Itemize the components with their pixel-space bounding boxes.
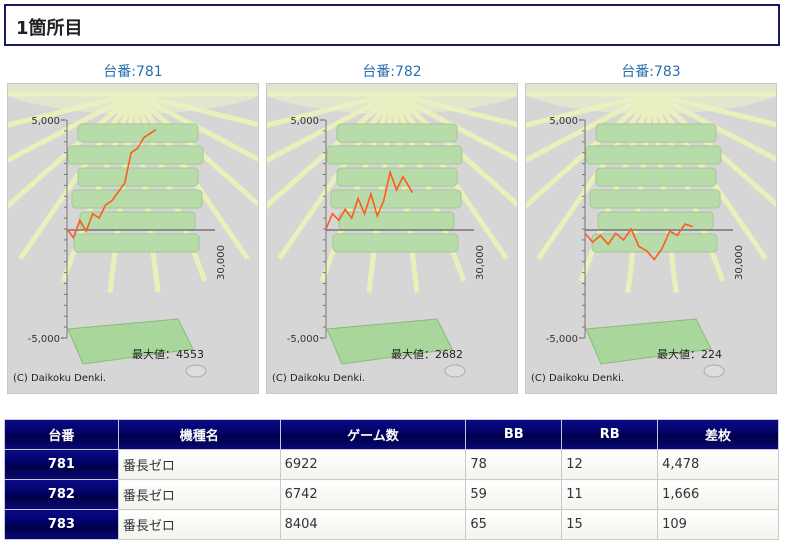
bb-cell: 78: [465, 449, 563, 480]
copyright: (C) Daikoku Denki.: [531, 373, 624, 384]
tray-art: [326, 318, 453, 365]
series-line: [584, 223, 694, 261]
y-tick-bottom: -5,000: [546, 334, 578, 345]
graph-background-art: [526, 84, 776, 378]
y-tick-top: 5,000: [549, 116, 578, 127]
y-tick-bottom: -5,000: [28, 334, 60, 345]
table-header-row: 台番 機種名 ゲーム数 BB RB 差枚: [4, 419, 779, 450]
header-bb: BB: [465, 419, 563, 450]
graph-label-782[interactable]: 台番:782: [362, 64, 422, 80]
machine-number-cell[interactable]: 782: [4, 479, 119, 510]
machine-number-cell[interactable]: 783: [4, 509, 119, 540]
y-tick-top: 5,000: [290, 116, 319, 127]
basket-art: [585, 123, 722, 253]
basket-art: [67, 123, 204, 253]
graph-783-svg: 5,000 -5,000 30,000 最大値：224 (C) Daikoku …: [526, 84, 776, 384]
game-count-cell: 6742: [279, 479, 467, 510]
header-model-name: 機種名: [117, 419, 281, 450]
rb-cell: 11: [561, 479, 659, 510]
series-line: [66, 129, 157, 240]
bb-cell: 65: [465, 509, 563, 540]
section-header: 1箇所目: [4, 4, 780, 46]
graph-label-783[interactable]: 台番:783: [621, 64, 681, 80]
bb-cell: 59: [465, 479, 563, 510]
header-difference: 差枚: [657, 419, 779, 450]
machine-number-cell[interactable]: 781: [4, 449, 119, 480]
graph-781-svg: 5,000 -5,000 30,000 最大値：4553 (C) Daikoku…: [8, 84, 258, 384]
header-machine-number: 台番: [4, 419, 119, 450]
rb-cell: 15: [561, 509, 659, 540]
basket-art: [326, 123, 463, 253]
series-line: [325, 169, 414, 230]
header-rb: RB: [561, 419, 659, 450]
max-value: 最大値：4553: [132, 347, 204, 361]
graph-783[interactable]: 5,000 -5,000 30,000 最大値：224 (C) Daikoku …: [525, 83, 777, 394]
game-count-cell: 8404: [279, 509, 467, 540]
y-tick-bottom: -5,000: [287, 334, 319, 345]
copyright: (C) Daikoku Denki.: [272, 373, 365, 384]
table-row: 783 番長ゼロ 8404 65 15 109: [4, 509, 779, 540]
table-row: 782 番長ゼロ 6742 59 11 1,666: [4, 479, 779, 510]
graph-782[interactable]: 5,000 -5,000 30,000 最大値：2682 (C) Daikoku…: [266, 83, 518, 394]
model-name-cell: 番長ゼロ: [117, 509, 281, 540]
model-name-cell: 番長ゼロ: [117, 449, 281, 480]
graph-background-art: [8, 84, 258, 378]
header-game-count: ゲーム数: [279, 419, 467, 450]
machine-data-table: 台番 機種名 ゲーム数 BB RB 差枚 781 番長ゼロ 6922 78 12…: [4, 419, 779, 540]
model-name-cell: 番長ゼロ: [117, 479, 281, 510]
copyright: (C) Daikoku Denki.: [13, 373, 106, 384]
y-tick-top: 5,000: [31, 116, 60, 127]
section-title: 1箇所目: [16, 18, 83, 39]
max-value: 最大値：224: [657, 347, 722, 361]
table-row: 781 番長ゼロ 6922 78 12 4,478: [4, 449, 779, 480]
difference-cell: 4,478: [657, 449, 779, 480]
x-tick-end: 30,000: [734, 245, 745, 280]
x-tick-end: 30,000: [216, 245, 227, 280]
x-tick-end: 30,000: [475, 245, 486, 280]
graph-781[interactable]: 5,000 -5,000 30,000 最大値：4553 (C) Daikoku…: [7, 83, 259, 394]
tray-art: [585, 318, 712, 365]
tray-art: [67, 318, 194, 365]
graph-782-svg: 5,000 -5,000 30,000 最大値：2682 (C) Daikoku…: [267, 84, 517, 384]
graph-label-781[interactable]: 台番:781: [103, 64, 163, 80]
max-value: 最大値：2682: [391, 347, 463, 361]
graph-background-art: [267, 84, 517, 378]
difference-cell: 109: [657, 509, 779, 540]
game-count-cell: 6922: [279, 449, 467, 480]
rb-cell: 12: [561, 449, 659, 480]
difference-cell: 1,666: [657, 479, 779, 510]
